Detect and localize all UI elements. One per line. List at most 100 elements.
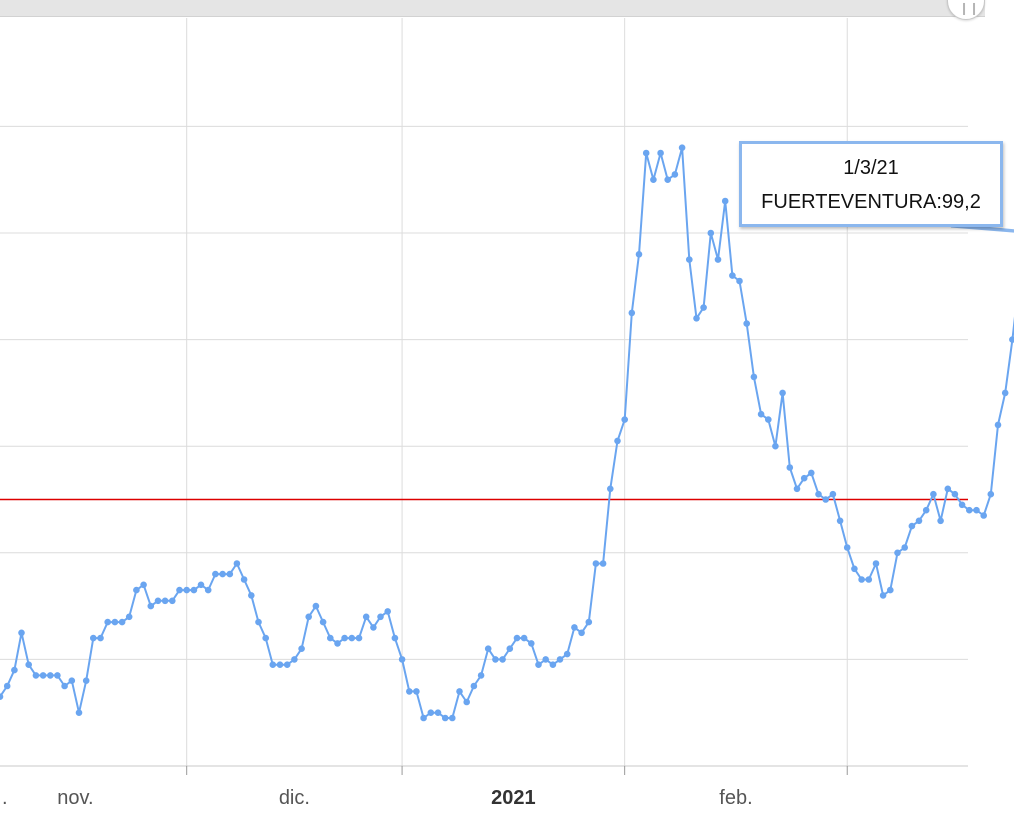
data-point [707, 229, 715, 237]
data-point [11, 666, 18, 674]
data-point [484, 645, 492, 652]
data-point [204, 586, 212, 594]
data-point [47, 672, 54, 679]
data-point [872, 560, 880, 567]
data-point [693, 315, 700, 322]
chart-tooltip: 1/3/21 FUERTEVENTURA:99,2 [739, 141, 1003, 227]
x-tick-label: . [2, 787, 8, 809]
data-point [994, 421, 1002, 429]
x-axis-labels: . nov. dic. 2021 feb. [2, 787, 753, 809]
data-point [312, 602, 320, 610]
data-point [887, 586, 894, 594]
data-point [477, 672, 485, 679]
data-point [642, 149, 650, 157]
data-point [822, 496, 829, 503]
data-point [384, 608, 392, 615]
data-point [721, 197, 729, 205]
data-point [951, 490, 959, 498]
data-point [765, 416, 772, 423]
data-point [362, 613, 370, 621]
data-point [327, 634, 334, 642]
data-point [836, 517, 844, 525]
data-point [937, 517, 944, 525]
data-point [671, 171, 679, 178]
data-point [39, 672, 47, 679]
data-point [800, 474, 808, 482]
data-point [901, 544, 908, 551]
data-point [657, 149, 664, 157]
data-point [915, 517, 923, 525]
data-point [248, 592, 255, 599]
data-point [1001, 389, 1009, 397]
data-point [118, 618, 126, 626]
data-point [97, 634, 104, 642]
data-point [334, 640, 341, 647]
data-point [980, 512, 987, 519]
data-point [154, 597, 162, 605]
data-point [736, 277, 743, 285]
data-point [599, 560, 607, 567]
data-point [607, 485, 614, 493]
data-point [463, 698, 471, 706]
data-point [743, 320, 750, 327]
chart-gridlines [0, 18, 968, 766]
data-point [456, 688, 463, 695]
data-point [772, 442, 779, 450]
data-point [542, 656, 549, 663]
data-point [276, 661, 284, 668]
data-point [262, 634, 270, 642]
data-point [240, 576, 248, 583]
data-point [219, 570, 226, 578]
data-point [233, 560, 241, 567]
data-point [291, 656, 298, 663]
data-point [621, 416, 628, 423]
data-point [140, 581, 147, 589]
top-scrollbar-track[interactable] [0, 0, 985, 17]
data-point [930, 490, 937, 498]
data-point [183, 586, 190, 594]
x-tick-label: dic. [279, 787, 310, 809]
data-point [635, 251, 643, 258]
data-point [413, 688, 420, 695]
data-point [513, 634, 521, 642]
data-point [549, 661, 557, 668]
x-tick-label: nov. [57, 787, 93, 809]
data-point [348, 634, 356, 642]
tooltip-pointer [950, 224, 1014, 233]
data-point [865, 576, 873, 583]
data-point [319, 618, 327, 626]
data-point [843, 544, 851, 551]
data-point [449, 714, 456, 722]
data-point [556, 656, 564, 663]
data-point [54, 672, 61, 679]
data-point [535, 661, 542, 668]
data-point [750, 373, 758, 381]
data-point [578, 629, 585, 637]
data-point [922, 506, 930, 514]
tooltip-value: FUERTEVENTURA:99,2 [761, 191, 981, 213]
data-point [520, 634, 528, 642]
data-point [391, 634, 399, 642]
data-point [377, 613, 384, 621]
data-point [470, 682, 478, 690]
data-point [161, 597, 169, 605]
data-point [779, 389, 786, 397]
data-point [32, 672, 40, 679]
data-point [808, 469, 815, 477]
data-point [757, 410, 765, 418]
data-point [3, 682, 11, 690]
data-point [441, 714, 449, 722]
data-point [815, 490, 822, 498]
data-point [858, 576, 865, 583]
data-point [125, 613, 133, 621]
data-point [879, 592, 887, 599]
data-point [370, 624, 377, 631]
data-point [973, 506, 980, 514]
data-point [355, 634, 363, 642]
data-point [506, 645, 514, 652]
data-point [197, 581, 205, 589]
data-point [700, 304, 707, 311]
data-point [111, 618, 119, 626]
data-point [90, 634, 97, 642]
